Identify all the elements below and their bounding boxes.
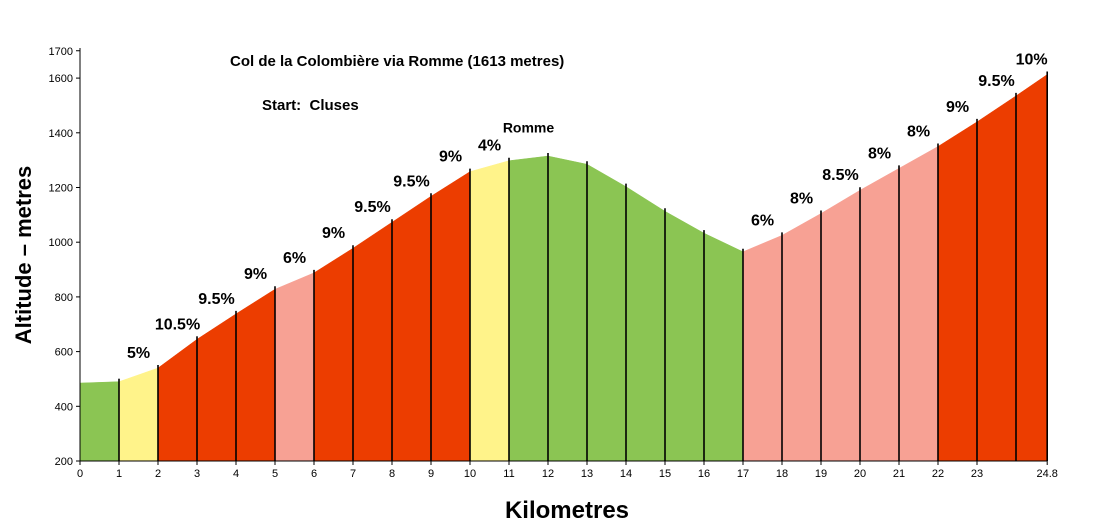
x-tick-label-23: 23 xyxy=(971,468,983,480)
gradient-label-20: 8.5% xyxy=(822,167,858,184)
segment-22 xyxy=(898,146,939,462)
annotation-0: Romme xyxy=(503,119,555,135)
y-tick-label-8: 1700 xyxy=(49,46,73,58)
segment-19 xyxy=(781,213,822,462)
x-tick-label-16: 16 xyxy=(698,468,710,480)
x-tick-label-8: 8 xyxy=(389,468,395,480)
segment-24 xyxy=(976,95,1017,462)
segment-9 xyxy=(391,195,432,462)
gradient-label-18: 6% xyxy=(751,212,774,229)
x-tick-label-6: 6 xyxy=(311,468,317,480)
gradient-label-2: 5% xyxy=(127,345,150,362)
x-tick-label-7: 7 xyxy=(350,468,356,480)
segment-18 xyxy=(742,234,783,462)
x-tick-label-18: 18 xyxy=(776,468,788,480)
segment-2 xyxy=(118,367,159,462)
x-tick-label-5: 5 xyxy=(272,468,278,480)
segment-15 xyxy=(625,186,666,462)
y-tick-label-6: 1400 xyxy=(49,128,73,140)
x-tick-label-10: 10 xyxy=(464,468,476,480)
x-tick-label-13: 13 xyxy=(581,468,593,480)
segment-3 xyxy=(157,338,198,462)
segment-21 xyxy=(859,167,900,462)
segment-5 xyxy=(235,288,276,462)
gradient-label-19: 8% xyxy=(790,190,813,207)
annotations: Romme xyxy=(503,119,555,135)
axes xyxy=(79,48,1047,462)
profile-areas xyxy=(79,74,1048,462)
segment-17 xyxy=(703,232,744,462)
gradient-label-11: 4% xyxy=(478,138,501,155)
x-tick-label-9: 9 xyxy=(428,468,434,480)
x-tick-label-22: 22 xyxy=(932,468,944,480)
x-tick-label-19: 19 xyxy=(815,468,827,480)
segment-6 xyxy=(274,272,315,462)
segment-4 xyxy=(196,313,237,462)
y-tick-label-3: 800 xyxy=(55,292,73,304)
gradient-label-6: 6% xyxy=(283,250,306,267)
gradient-label-10: 9% xyxy=(439,149,462,166)
x-tick-label-15: 15 xyxy=(659,468,671,480)
y-tick-label-1: 400 xyxy=(55,401,73,413)
chart-subtitle: Start: Cluses xyxy=(262,97,359,114)
y-tick-label-0: 200 xyxy=(55,456,73,468)
gradient-label-3: 10.5% xyxy=(155,316,200,333)
segment-1 xyxy=(79,381,120,462)
gradient-label-23: 9% xyxy=(946,99,969,116)
x-tick-label-4: 4 xyxy=(233,468,239,480)
y-tick-label-7: 1600 xyxy=(49,73,73,85)
segment-14 xyxy=(586,163,627,462)
x-tick-label-14: 14 xyxy=(620,468,632,480)
x-tick-label-1: 1 xyxy=(116,468,122,480)
x-tick-label-2: 2 xyxy=(155,468,161,480)
gradient-label-9: 9.5% xyxy=(393,173,429,190)
x-tick-label-12: 12 xyxy=(542,468,554,480)
gradient-label-22: 8% xyxy=(907,123,930,140)
y-tick-label-4: 1000 xyxy=(49,237,73,249)
segment-7 xyxy=(313,247,354,462)
gradient-label-24: 9.5% xyxy=(978,73,1014,90)
y-axis-label: Altitude – metres xyxy=(11,166,36,345)
gradient-label-5: 9% xyxy=(244,266,267,283)
x-axis-label: Kilometres xyxy=(505,497,629,524)
y-ticks: 200 400 600 800 1000 1200 1400 1600 1700 xyxy=(49,46,80,468)
y-tick-label-5: 1200 xyxy=(49,183,73,195)
x-tick-label-17: 17 xyxy=(737,468,749,480)
gradient-label-25: 10% xyxy=(1016,52,1048,69)
segment-12 xyxy=(508,155,549,462)
x-tick-label-0: 0 xyxy=(77,468,83,480)
gradient-label-8: 9.5% xyxy=(354,199,390,216)
segment-13 xyxy=(547,155,588,462)
segment-8 xyxy=(352,221,393,462)
segment-23 xyxy=(937,121,978,462)
segment-11 xyxy=(469,160,510,462)
segment-10 xyxy=(430,171,471,462)
x-tick-label-3: 3 xyxy=(194,468,200,480)
gradient-label-4: 9.5% xyxy=(198,291,234,308)
x-ticks: 0 1 2 3 4 5 6 7 8 9 10 11 12 13 14 15 16 17 18 19 20 21 22 23 24… xyxy=(77,461,1058,480)
x-tick-label-20: 20 xyxy=(854,468,866,480)
chart-title: Col de la Colombière via Romme (1613 met… xyxy=(230,53,564,70)
gradient-labels: 5%10.5%9.5%9%6%9%9.5%9.5%9%4%6%8%8.5%8%8… xyxy=(127,52,1048,362)
segment-25 xyxy=(1015,74,1048,462)
y-tick-label-2: 600 xyxy=(55,347,73,359)
x-tick-label-24: 24.8 xyxy=(1036,468,1057,480)
segment-16 xyxy=(664,210,705,462)
x-tick-label-11: 11 xyxy=(503,468,514,480)
x-tick-label-21: 21 xyxy=(893,468,905,480)
gradient-label-21: 8% xyxy=(868,145,891,162)
km-dividers xyxy=(118,71,1048,461)
gradient-label-7: 9% xyxy=(322,225,345,242)
segment-20 xyxy=(820,189,861,462)
